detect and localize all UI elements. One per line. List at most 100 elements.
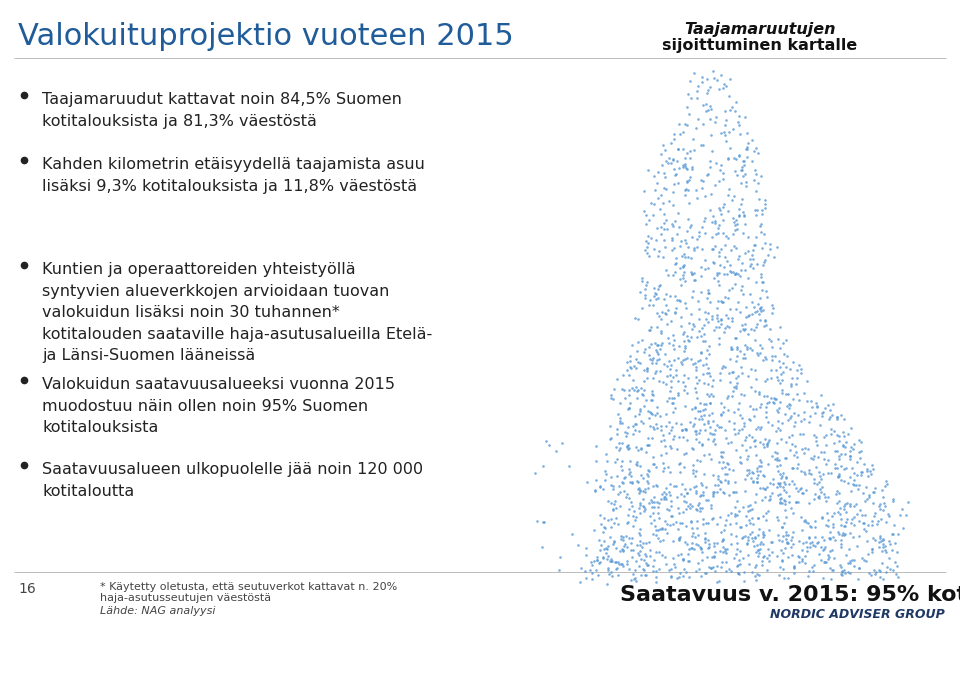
Point bbox=[878, 476, 894, 487]
Point bbox=[844, 513, 859, 524]
Point bbox=[759, 553, 775, 564]
Point bbox=[795, 428, 810, 439]
Point bbox=[779, 335, 794, 345]
Point bbox=[668, 303, 684, 314]
Point bbox=[822, 532, 837, 543]
Point bbox=[654, 421, 669, 432]
Point bbox=[632, 524, 647, 535]
Point bbox=[622, 362, 637, 373]
Point bbox=[670, 375, 685, 386]
Point bbox=[676, 126, 691, 137]
Point bbox=[628, 575, 643, 586]
Point bbox=[694, 348, 709, 359]
Point bbox=[721, 90, 736, 101]
Point bbox=[604, 433, 619, 444]
Point bbox=[756, 471, 772, 481]
Point bbox=[731, 398, 746, 409]
Point bbox=[705, 216, 720, 227]
Point bbox=[726, 486, 741, 497]
Point bbox=[839, 513, 854, 524]
Point bbox=[672, 240, 687, 251]
Point bbox=[607, 495, 622, 506]
Point bbox=[722, 105, 737, 116]
Point bbox=[636, 375, 651, 386]
Point bbox=[606, 483, 621, 494]
Point bbox=[670, 228, 685, 239]
Point bbox=[718, 547, 733, 558]
Point bbox=[572, 577, 588, 588]
Point bbox=[689, 233, 705, 244]
Point bbox=[764, 350, 780, 361]
Point bbox=[748, 169, 763, 180]
Point bbox=[652, 535, 667, 546]
Point bbox=[729, 97, 744, 107]
Point bbox=[704, 454, 719, 464]
Point bbox=[749, 186, 764, 197]
Point bbox=[700, 169, 715, 180]
Point bbox=[886, 519, 901, 530]
Point bbox=[688, 486, 704, 496]
Point bbox=[770, 437, 785, 448]
Point bbox=[860, 464, 876, 475]
Point bbox=[652, 310, 667, 321]
Point bbox=[573, 562, 588, 573]
Point bbox=[640, 440, 656, 451]
Point bbox=[846, 532, 861, 543]
Point bbox=[647, 367, 662, 378]
Point bbox=[750, 299, 765, 309]
Point bbox=[834, 529, 850, 540]
Point bbox=[749, 306, 764, 317]
Point bbox=[700, 292, 715, 303]
Point bbox=[625, 421, 640, 432]
Point bbox=[661, 356, 677, 367]
Point bbox=[596, 522, 612, 533]
Point bbox=[700, 317, 715, 328]
Point bbox=[644, 386, 660, 396]
Point bbox=[770, 530, 785, 541]
Point bbox=[640, 483, 656, 494]
Point bbox=[681, 214, 696, 224]
Point bbox=[762, 238, 778, 249]
Point bbox=[685, 418, 701, 429]
Point bbox=[536, 460, 551, 471]
Point bbox=[866, 464, 881, 475]
Point bbox=[675, 261, 690, 272]
Point bbox=[640, 238, 656, 249]
Point bbox=[700, 368, 715, 379]
Point bbox=[732, 203, 747, 214]
Point bbox=[595, 483, 611, 494]
Point bbox=[697, 567, 712, 578]
Point bbox=[650, 525, 665, 536]
Point bbox=[706, 243, 721, 254]
Point bbox=[780, 529, 796, 540]
Point bbox=[712, 259, 728, 270]
Point bbox=[882, 564, 898, 575]
Point bbox=[625, 521, 640, 532]
Point bbox=[657, 182, 672, 193]
Point bbox=[674, 251, 689, 262]
Point bbox=[645, 209, 660, 220]
Point bbox=[877, 541, 893, 551]
Point bbox=[639, 469, 655, 479]
Point bbox=[682, 571, 697, 582]
Point bbox=[684, 323, 700, 334]
Point bbox=[621, 492, 636, 503]
Point bbox=[694, 479, 709, 490]
Point bbox=[591, 535, 607, 546]
Point bbox=[694, 414, 709, 425]
Point bbox=[734, 413, 750, 424]
Point bbox=[657, 224, 672, 235]
Point bbox=[614, 476, 630, 487]
Point bbox=[840, 566, 855, 577]
Point bbox=[615, 535, 631, 546]
Point bbox=[536, 517, 551, 528]
Point bbox=[678, 504, 693, 515]
Point bbox=[632, 503, 647, 513]
Point bbox=[628, 424, 643, 435]
Point bbox=[755, 205, 770, 216]
Point bbox=[669, 444, 684, 455]
Point bbox=[671, 163, 686, 173]
Point bbox=[787, 407, 803, 418]
Point bbox=[738, 510, 754, 521]
Point bbox=[833, 461, 849, 472]
